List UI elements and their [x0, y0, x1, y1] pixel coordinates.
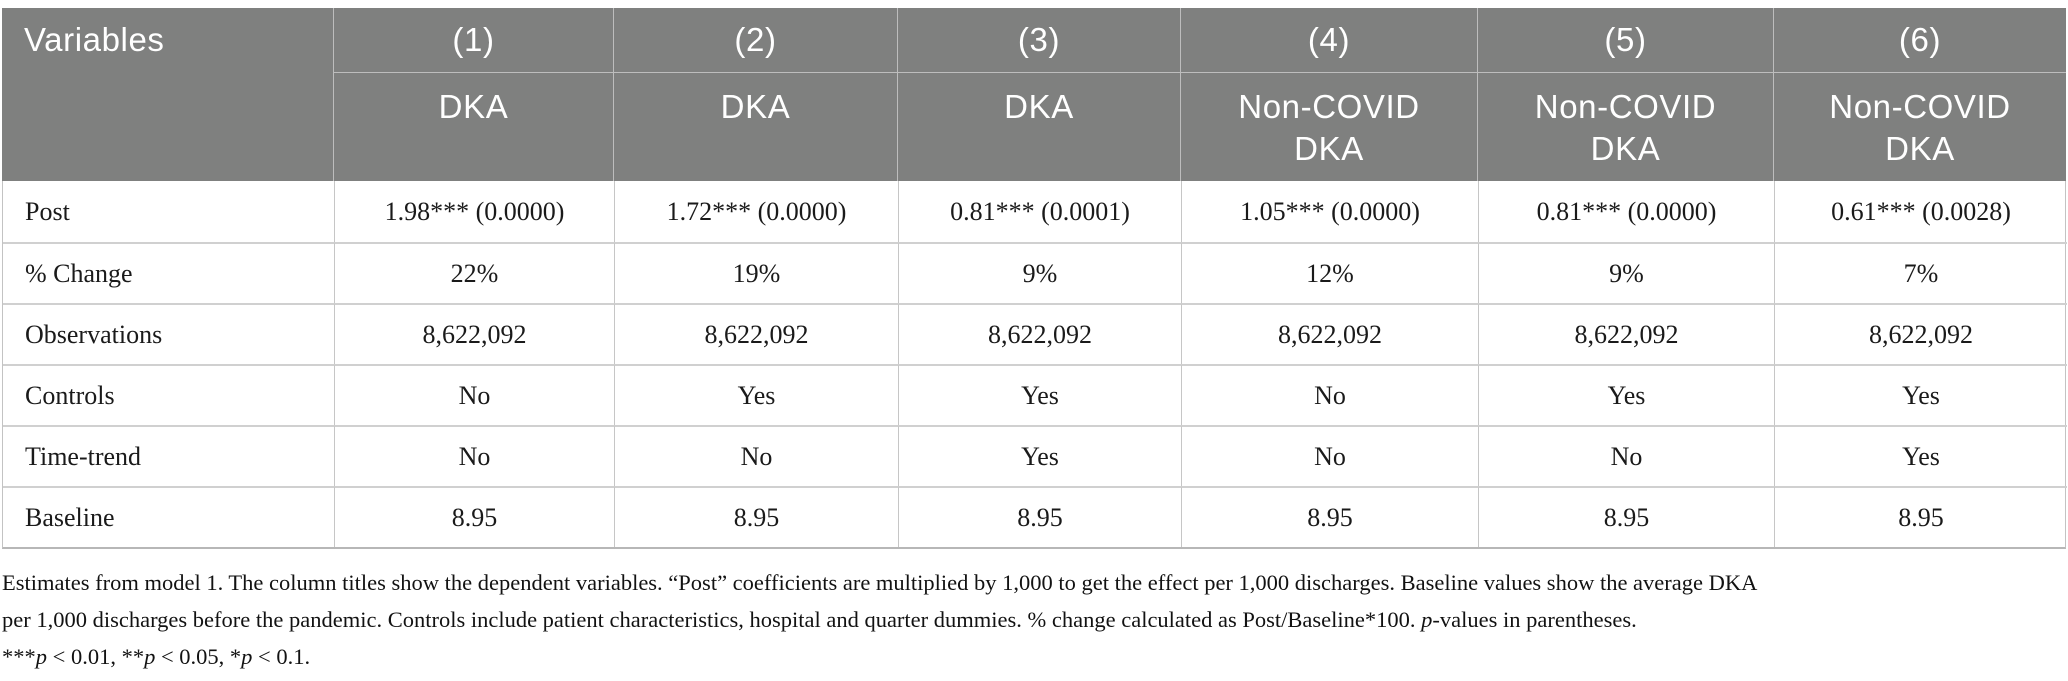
- table-cell: Yes: [1478, 364, 1774, 425]
- row-label-baseline: Baseline: [3, 486, 334, 547]
- table-cell: 0.81*** (0.0001): [898, 181, 1181, 242]
- table-cell: 8.95: [898, 486, 1181, 547]
- table-cell: 0.81*** (0.0000): [1478, 181, 1774, 242]
- table-cell: Yes: [898, 425, 1181, 486]
- header-cell-depvar-2: DKA: [613, 72, 897, 181]
- table-cell: 0.61*** (0.0028): [1774, 181, 2067, 242]
- dependent-variable: Non-COVID DKA: [1829, 88, 2011, 167]
- table-cell: Yes: [614, 364, 898, 425]
- table-cell: No: [1181, 425, 1478, 486]
- table-cell: 8,622,092: [334, 303, 614, 364]
- dependent-variable: DKA: [438, 88, 509, 125]
- table-cell: 8.95: [1478, 486, 1774, 547]
- table-cell: 1.72*** (0.0000): [614, 181, 898, 242]
- variables-label: Variables: [24, 21, 165, 58]
- table-cell: Yes: [1774, 364, 2067, 425]
- table-cell: 7%: [1774, 242, 2067, 303]
- header-cell-model-5: (5): [1477, 8, 1773, 72]
- header-cell-model-3: (3): [897, 8, 1180, 72]
- dependent-variable: DKA: [1004, 88, 1074, 125]
- header-cell-model-6: (6): [1773, 8, 2066, 72]
- dependent-variable: Non-COVID DKA: [1238, 88, 1420, 167]
- model-number: (6): [1898, 21, 1942, 58]
- row-label-pct-change: % Change: [3, 242, 334, 303]
- table-cell: 1.98*** (0.0000): [334, 181, 614, 242]
- table-cell: No: [334, 425, 614, 486]
- header-cell-depvar-1: DKA: [333, 72, 613, 181]
- table-cell: 8,622,092: [614, 303, 898, 364]
- regression-table: Variables (1) (2) (3) (4) (5) (6) DKA DK…: [2, 8, 2067, 675]
- row-label-controls: Controls: [3, 364, 334, 425]
- header-cell-model-2: (2): [613, 8, 897, 72]
- table-cell: 8.95: [1774, 486, 2067, 547]
- table-cell: 8,622,092: [1181, 303, 1478, 364]
- footnote-line: per 1,000 discharges before the pandemic…: [2, 607, 1637, 632]
- table-cell: No: [1181, 364, 1478, 425]
- row-label-observations: Observations: [3, 303, 334, 364]
- table-cell: 8.95: [1181, 486, 1478, 547]
- table-cell: 9%: [898, 242, 1181, 303]
- table-cell: No: [1478, 425, 1774, 486]
- row-label-post: Post: [25, 196, 70, 226]
- model-number: (2): [734, 21, 777, 58]
- table-header: Variables (1) (2) (3) (4) (5) (6) DKA DK…: [2, 8, 2066, 181]
- table-cell: Yes: [898, 364, 1181, 425]
- table-cell: 1.05*** (0.0000): [1181, 181, 1478, 242]
- header-cell-depvar-3: DKA: [897, 72, 1180, 181]
- footnote-significance-legend: ***p < 0.01, **p < 0.05, *p < 0.1.: [2, 644, 311, 669]
- table-cell: 8,622,092: [1774, 303, 2067, 364]
- header-cell-depvar-5: Non-COVID DKA: [1477, 72, 1773, 181]
- model-number: (3): [1017, 21, 1061, 58]
- table-cell: 19%: [614, 242, 898, 303]
- header-cell-model-1: (1): [333, 8, 613, 72]
- model-number: (1): [452, 21, 495, 58]
- dependent-variable: Non-COVID DKA: [1534, 88, 1717, 167]
- dependent-variable: DKA: [720, 88, 791, 125]
- table-footnote: Estimates from model 1. The column title…: [2, 564, 2066, 675]
- table-cell: 8,622,092: [1478, 303, 1774, 364]
- table-cell: 8.95: [614, 486, 898, 547]
- header-cell-depvar-4: Non-COVID DKA: [1180, 72, 1477, 181]
- model-number: (5): [1604, 21, 1647, 58]
- header-cell-model-4: (4): [1180, 8, 1477, 72]
- header-cell-variables: Variables: [2, 8, 333, 72]
- table-cell: Yes: [1774, 425, 2067, 486]
- table-body: Post 1.98*** (0.0000) 1.72*** (0.0000) 0…: [2, 181, 2067, 549]
- table-cell: 22%: [334, 242, 614, 303]
- header-cell-depvar-6: Non-COVID DKA: [1773, 72, 2066, 181]
- table-cell: No: [334, 364, 614, 425]
- table-cell: No: [614, 425, 898, 486]
- table-cell: 9%: [1478, 242, 1774, 303]
- model-number: (4): [1307, 21, 1351, 58]
- footnote-line: Estimates from model 1. The column title…: [2, 570, 1758, 595]
- table-cell: 8,622,092: [898, 303, 1181, 364]
- table-cell: 8.95: [334, 486, 614, 547]
- row-label-time-trend: Time-trend: [3, 425, 334, 486]
- table-cell: 12%: [1181, 242, 1478, 303]
